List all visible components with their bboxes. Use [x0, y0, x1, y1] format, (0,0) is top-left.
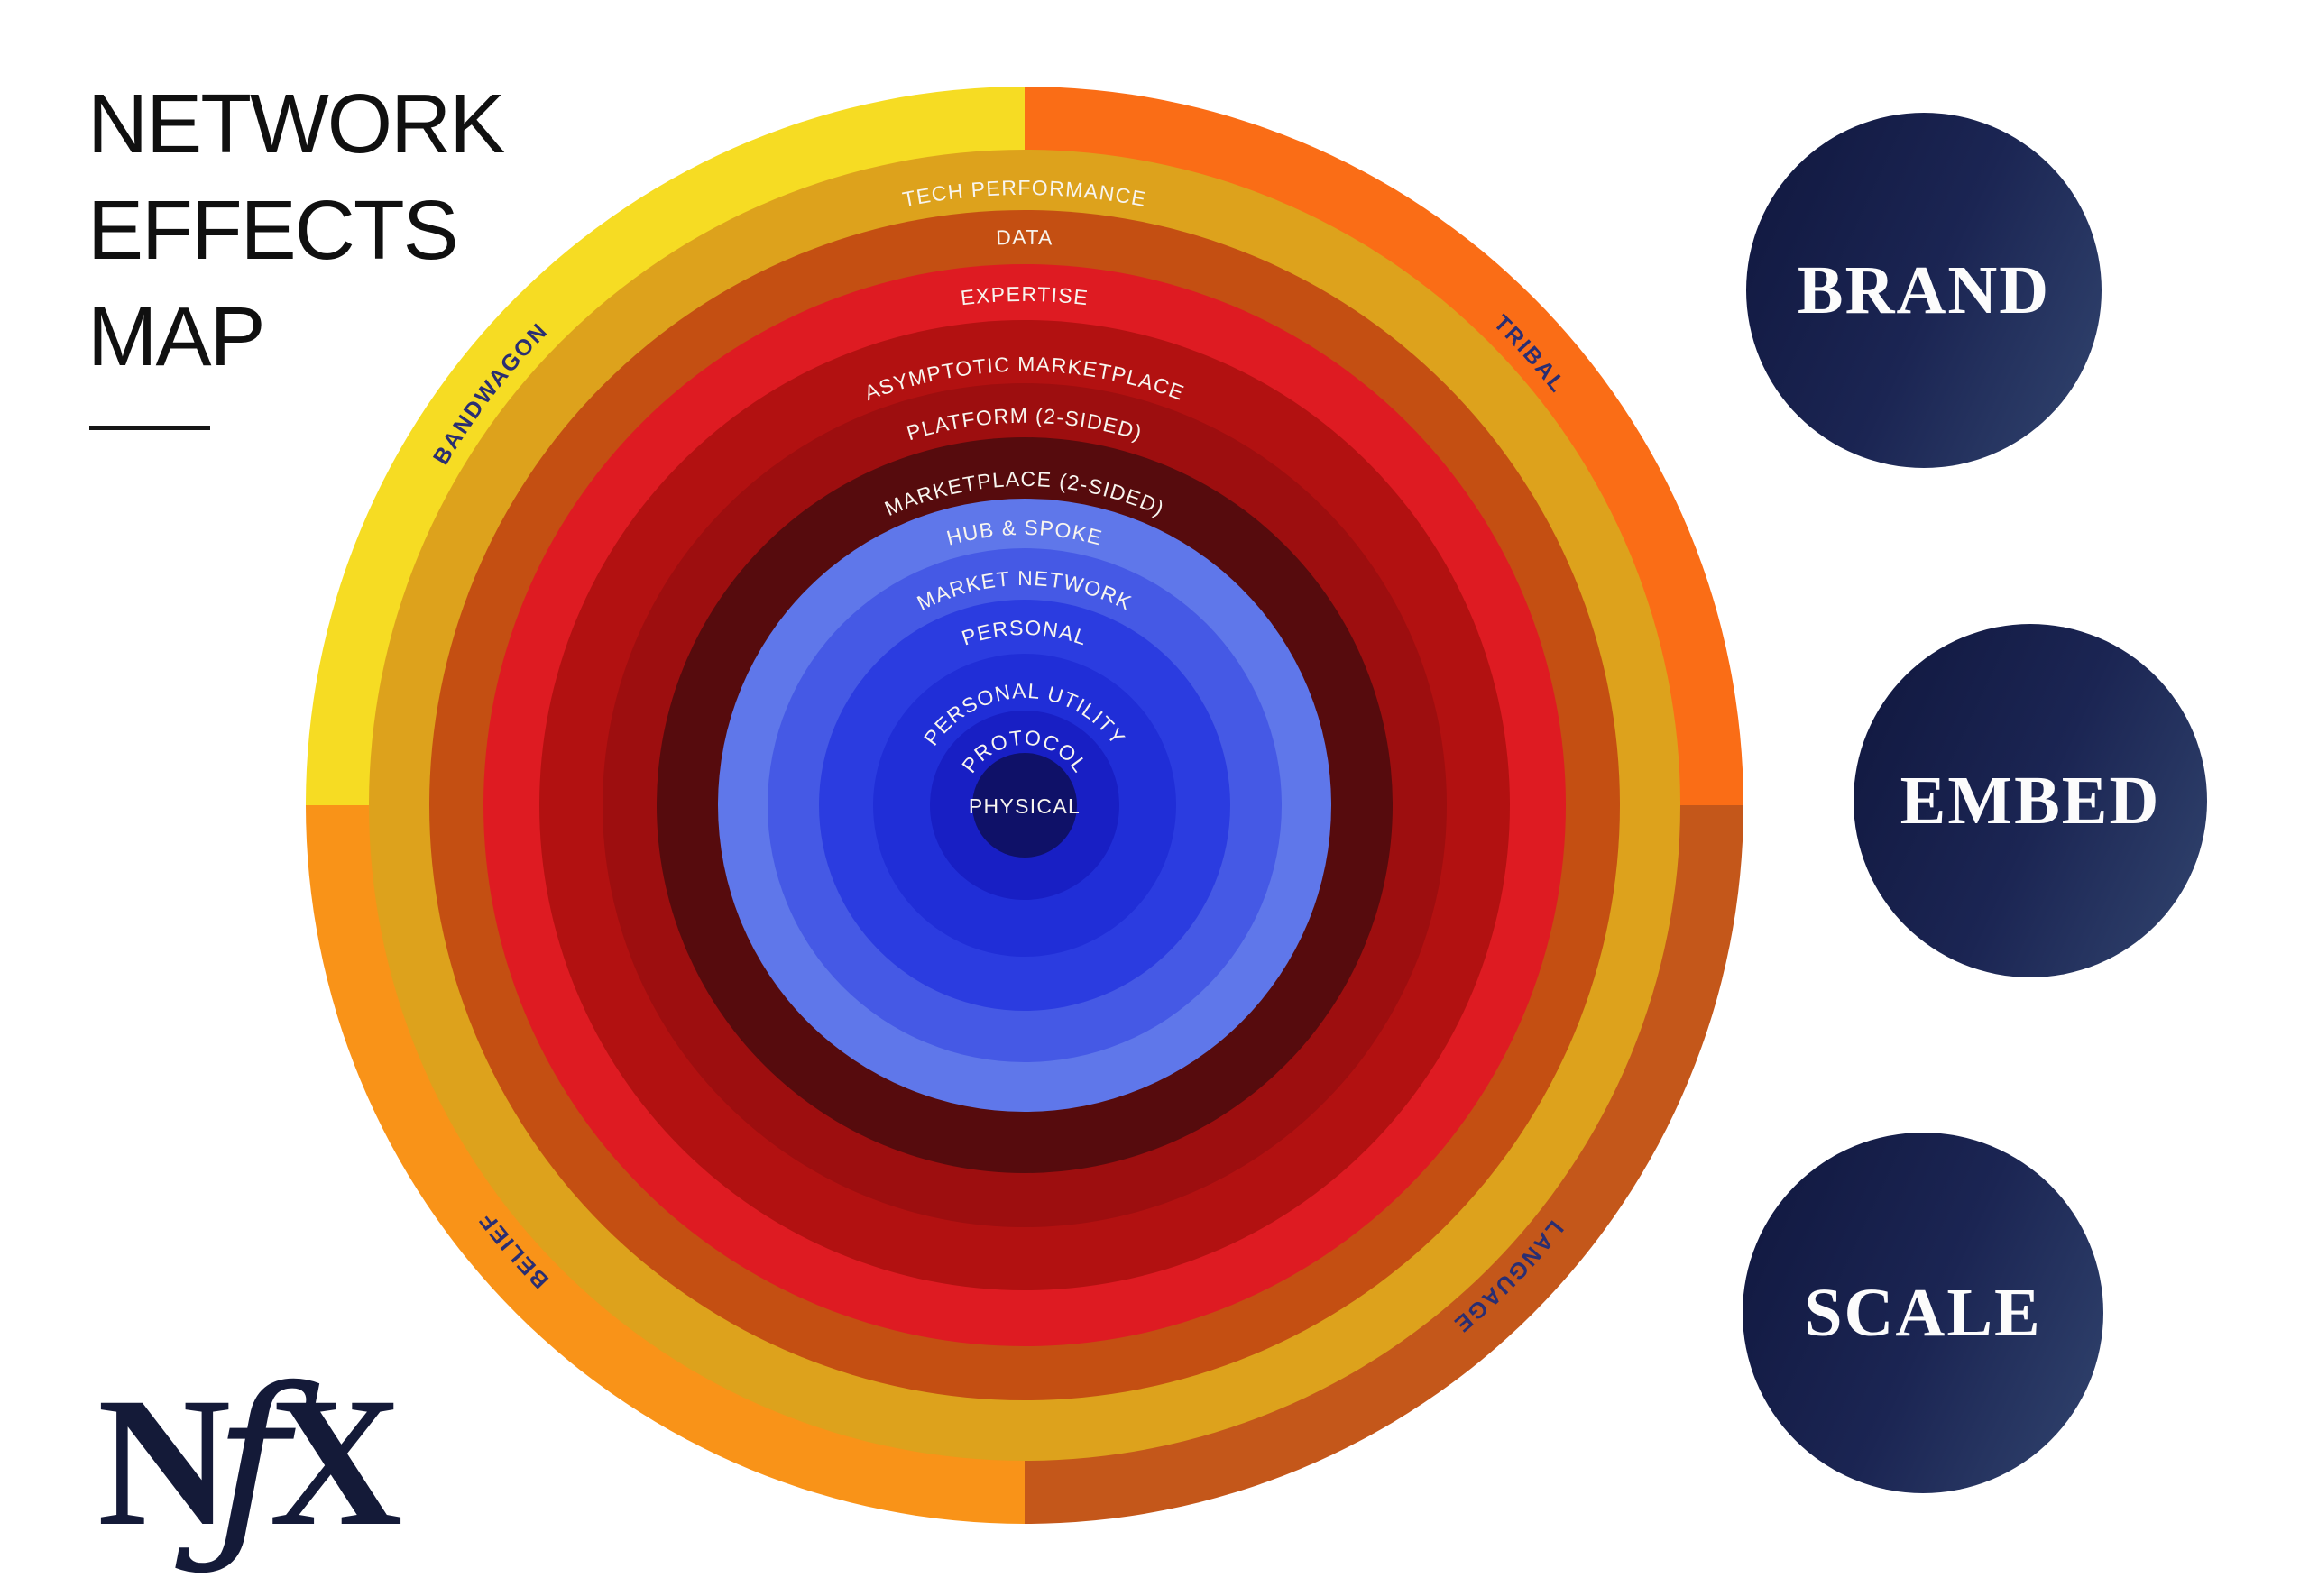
badge-scale-label: SCALE [1804, 1274, 2042, 1351]
badge-brand-label: BRAND [1797, 252, 2051, 328]
ring-physical [972, 753, 1077, 858]
ring-label-physical: PHYSICAL [969, 794, 1081, 818]
badge-embed: EMBED [1854, 624, 2207, 977]
page-title: NETWORK EFFECTS MAP [87, 70, 505, 390]
ring-label-data: DATA [996, 225, 1054, 250]
title-underline-rule [89, 426, 210, 430]
title-line-2: EFFECTS [87, 183, 459, 277]
ring-label-expertise: EXPERTISE [960, 282, 1090, 309]
nfx-logo-n: N [97, 1360, 232, 1564]
badge-scale: SCALE [1743, 1133, 2103, 1493]
nfx-logo: NƒX [97, 1333, 403, 1583]
nfx-logo-x: X [269, 1360, 403, 1564]
title-line-3: MAP [87, 289, 266, 383]
nfx-logo-f: ƒ [213, 1344, 290, 1583]
title-line-1: NETWORK [87, 77, 505, 170]
badge-embed-label: EMBED [1900, 762, 2161, 839]
badge-brand: BRAND [1746, 113, 2102, 468]
